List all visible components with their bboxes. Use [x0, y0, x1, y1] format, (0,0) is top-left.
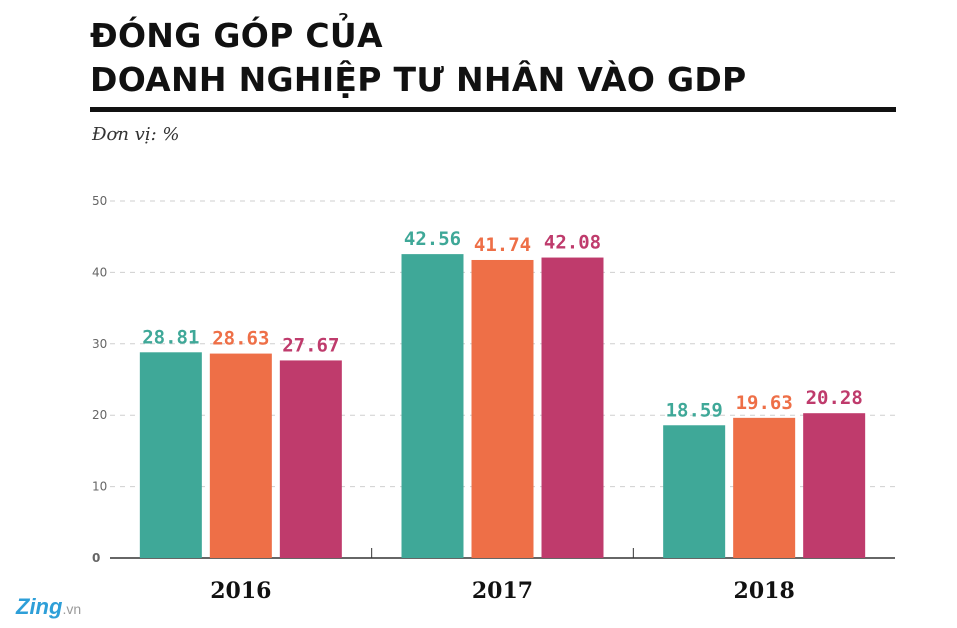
data-label: 42.56: [404, 228, 461, 250]
data-label: 20.28: [806, 387, 863, 409]
data-label: 41.74: [474, 234, 531, 256]
y-tick-label: 20: [92, 408, 107, 422]
y-tick-label: 0: [92, 551, 100, 565]
title-line-2: DOANH NGHIỆP TƯ NHÂN VÀO GDP: [90, 60, 747, 99]
bar: [209, 353, 272, 558]
data-label: 28.63: [212, 328, 269, 350]
x-tick-label: 2017: [472, 578, 533, 604]
title-divider: [90, 107, 896, 112]
y-tick-label: 50: [92, 194, 107, 208]
data-label: 42.08: [544, 232, 601, 254]
bar: [139, 352, 202, 558]
data-label: 18.59: [666, 399, 723, 421]
y-tick-label: 30: [92, 337, 107, 351]
bar: [733, 417, 796, 558]
chart-title: ĐÓNG GÓP CỦA DOANH NGHIỆP TƯ NHÂN VÀO GD…: [90, 14, 747, 102]
data-label: 19.63: [736, 392, 793, 414]
bar: [663, 425, 726, 558]
zing-logo: Zing.vn: [16, 594, 82, 619]
x-tick-label: 2016: [210, 578, 271, 604]
bar: [541, 257, 604, 558]
y-tick-label: 10: [92, 480, 107, 494]
bar: [401, 254, 464, 559]
bar: [803, 413, 866, 558]
data-label: 27.67: [282, 334, 339, 356]
x-tick-label: 2018: [734, 578, 795, 604]
bar: [279, 360, 342, 558]
bar: [471, 259, 534, 558]
y-tick-label: 40: [92, 265, 107, 279]
data-label: 28.81: [142, 326, 199, 348]
unit-label: Đơn vị: %: [92, 124, 180, 145]
title-line-1: ĐÓNG GÓP CỦA: [90, 16, 383, 55]
